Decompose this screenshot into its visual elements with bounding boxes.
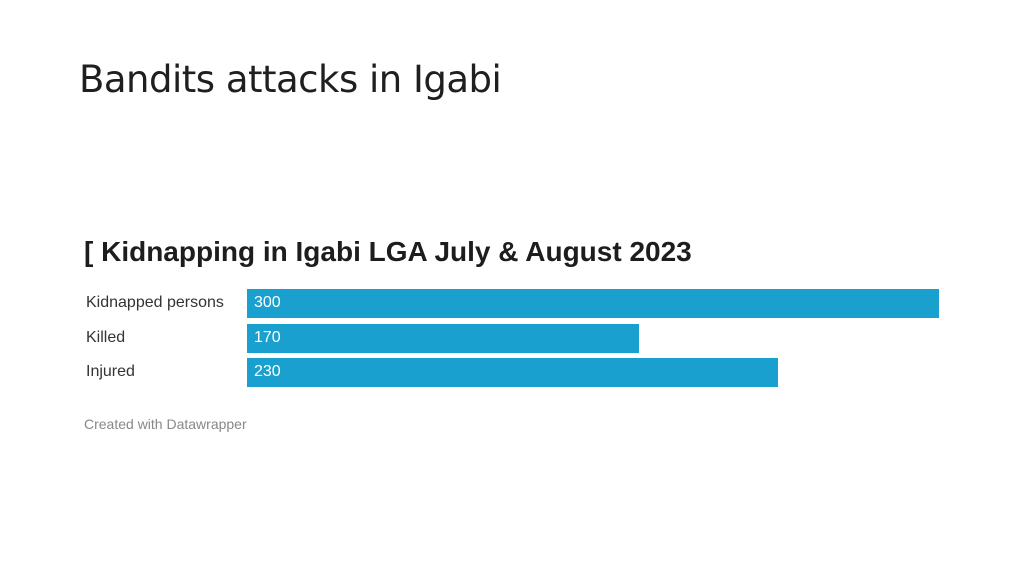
bar: 230: [247, 358, 778, 387]
slide-title: Bandits attacks in Igabi: [79, 58, 502, 101]
bar: 170: [247, 323, 640, 353]
chart-title: [ Kidnapping in Igabi LGA July & August …: [84, 236, 692, 267]
category-label: Kidnapped persons: [86, 294, 224, 311]
bar-value-label: 300: [254, 294, 281, 311]
bar-track: 170: [247, 323, 939, 353]
bar-value-label: 230: [254, 363, 281, 380]
bar-track: 230: [247, 358, 939, 387]
bar: 300: [247, 289, 939, 318]
bar-row: Injured 230: [84, 358, 944, 387]
bar-track: 300: [247, 289, 939, 318]
chart-credit: Created with Datawrapper: [84, 416, 247, 432]
bar-value-label: 170: [254, 328, 281, 346]
bar-chart: [ Kidnapping in Igabi LGA July & August …: [84, 236, 944, 436]
category-label: Injured: [86, 363, 135, 380]
bar-row: Killed 170: [84, 323, 944, 353]
bar-row: Kidnapped persons 300: [84, 289, 944, 318]
category-label: Killed: [86, 328, 126, 346]
